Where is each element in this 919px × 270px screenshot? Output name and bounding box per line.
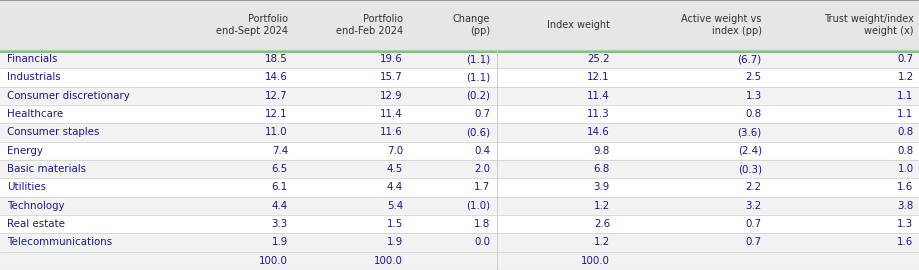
Text: 11.4: 11.4 xyxy=(586,91,609,101)
Text: 18.5: 18.5 xyxy=(265,54,288,64)
Text: Portfolio
end-Feb 2024: Portfolio end-Feb 2024 xyxy=(335,14,403,36)
Text: 11.0: 11.0 xyxy=(265,127,288,137)
Bar xyxy=(0,252,919,270)
Text: (0.2): (0.2) xyxy=(466,91,490,101)
Text: 1.5: 1.5 xyxy=(386,219,403,229)
Text: 7.0: 7.0 xyxy=(386,146,403,156)
Text: 11.3: 11.3 xyxy=(586,109,609,119)
Text: Utilities: Utilities xyxy=(7,183,46,193)
Text: 2.0: 2.0 xyxy=(474,164,490,174)
Text: Financials: Financials xyxy=(7,54,58,64)
Text: (2.4): (2.4) xyxy=(737,146,761,156)
Text: 3.2: 3.2 xyxy=(744,201,761,211)
Text: 6.5: 6.5 xyxy=(271,164,288,174)
Text: 5.4: 5.4 xyxy=(386,201,403,211)
Text: 1.3: 1.3 xyxy=(896,219,913,229)
Bar xyxy=(0,87,919,105)
Text: 12.1: 12.1 xyxy=(265,109,288,119)
Text: 0.8: 0.8 xyxy=(896,127,913,137)
Text: 0.7: 0.7 xyxy=(744,219,761,229)
Text: 0.8: 0.8 xyxy=(744,109,761,119)
Text: Real estate: Real estate xyxy=(7,219,65,229)
Text: 1.2: 1.2 xyxy=(593,201,609,211)
Text: Index weight: Index weight xyxy=(547,20,609,30)
Text: 2.5: 2.5 xyxy=(744,72,761,82)
Text: Change
(pp): Change (pp) xyxy=(452,14,490,36)
Text: Consumer discretionary: Consumer discretionary xyxy=(7,91,130,101)
Text: 14.6: 14.6 xyxy=(265,72,288,82)
Text: 0.7: 0.7 xyxy=(744,238,761,248)
Text: Basic materials: Basic materials xyxy=(7,164,86,174)
Text: 0.0: 0.0 xyxy=(474,238,490,248)
Text: Trust weight/index
weight (x): Trust weight/index weight (x) xyxy=(823,14,913,36)
Text: 1.7: 1.7 xyxy=(473,183,490,193)
Text: 3.9: 3.9 xyxy=(593,183,609,193)
Text: Technology: Technology xyxy=(7,201,65,211)
Text: Active weight vs
index (pp): Active weight vs index (pp) xyxy=(681,14,761,36)
Text: 19.6: 19.6 xyxy=(380,54,403,64)
Text: 9.8: 9.8 xyxy=(593,146,609,156)
Text: 1.6: 1.6 xyxy=(896,183,913,193)
Text: 1.2: 1.2 xyxy=(896,72,913,82)
Text: 15.7: 15.7 xyxy=(380,72,403,82)
Text: 7.4: 7.4 xyxy=(271,146,288,156)
Text: 1.8: 1.8 xyxy=(473,219,490,229)
Text: 0.4: 0.4 xyxy=(473,146,490,156)
Text: 11.4: 11.4 xyxy=(380,109,403,119)
Text: 4.4: 4.4 xyxy=(386,183,403,193)
Text: (1.1): (1.1) xyxy=(466,72,490,82)
Text: 4.5: 4.5 xyxy=(386,164,403,174)
Text: (1.0): (1.0) xyxy=(466,201,490,211)
Text: 1.1: 1.1 xyxy=(896,109,913,119)
Text: 6.1: 6.1 xyxy=(271,183,288,193)
Text: Consumer staples: Consumer staples xyxy=(7,127,99,137)
Text: Portfolio
end-Sept 2024: Portfolio end-Sept 2024 xyxy=(216,14,288,36)
Text: 2.2: 2.2 xyxy=(745,183,761,193)
Text: 1.9: 1.9 xyxy=(271,238,288,248)
Text: (3.6): (3.6) xyxy=(737,127,761,137)
Text: 4.4: 4.4 xyxy=(271,201,288,211)
Text: 1.6: 1.6 xyxy=(896,238,913,248)
Text: 0.7: 0.7 xyxy=(896,54,913,64)
Text: Telecommunications: Telecommunications xyxy=(7,238,112,248)
Bar xyxy=(0,123,919,142)
Bar xyxy=(0,142,919,160)
Text: 12.7: 12.7 xyxy=(265,91,288,101)
Text: 1.2: 1.2 xyxy=(593,238,609,248)
Text: 3.3: 3.3 xyxy=(271,219,288,229)
Bar xyxy=(0,197,919,215)
Bar xyxy=(0,105,919,123)
Text: (0.6): (0.6) xyxy=(466,127,490,137)
Text: (6.7): (6.7) xyxy=(737,54,761,64)
Text: (0.3): (0.3) xyxy=(737,164,761,174)
Text: 11.6: 11.6 xyxy=(380,127,403,137)
Text: 6.8: 6.8 xyxy=(593,164,609,174)
Text: 25.2: 25.2 xyxy=(587,54,609,64)
Bar xyxy=(0,50,919,68)
Text: 1.3: 1.3 xyxy=(744,91,761,101)
Text: 2.6: 2.6 xyxy=(593,219,609,229)
Text: (1.1): (1.1) xyxy=(466,54,490,64)
Text: 0.8: 0.8 xyxy=(896,146,913,156)
Text: 1.0: 1.0 xyxy=(896,164,913,174)
Text: Energy: Energy xyxy=(7,146,43,156)
Text: 1.9: 1.9 xyxy=(386,238,403,248)
Text: Industrials: Industrials xyxy=(7,72,61,82)
Text: 100.0: 100.0 xyxy=(374,256,403,266)
Text: 14.6: 14.6 xyxy=(586,127,609,137)
Text: Healthcare: Healthcare xyxy=(7,109,63,119)
Text: 100.0: 100.0 xyxy=(581,256,609,266)
Bar xyxy=(0,160,919,178)
Text: 100.0: 100.0 xyxy=(259,256,288,266)
Text: 12.9: 12.9 xyxy=(380,91,403,101)
Bar xyxy=(0,178,919,197)
Bar xyxy=(0,0,919,50)
Text: 1.1: 1.1 xyxy=(896,91,913,101)
Bar xyxy=(0,68,919,87)
Bar xyxy=(0,215,919,233)
Text: 0.7: 0.7 xyxy=(473,109,490,119)
Text: 3.8: 3.8 xyxy=(896,201,913,211)
Bar xyxy=(0,233,919,252)
Text: 12.1: 12.1 xyxy=(586,72,609,82)
